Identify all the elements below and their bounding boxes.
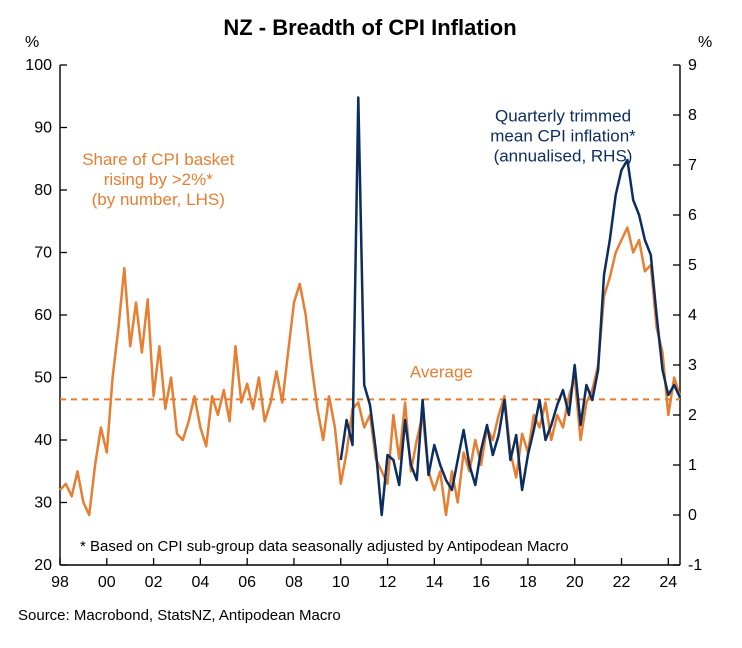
label-trimmed-mean: Quarterly trimmed <box>495 106 631 125</box>
y-right-tick-label: 3 <box>688 357 697 374</box>
label-share-cpi: Share of CPI basket <box>82 150 234 169</box>
y-left-unit: % <box>25 34 39 51</box>
y-right-unit: % <box>698 34 712 51</box>
x-tick-label: 10 <box>332 574 350 591</box>
y-right-tick-label: 7 <box>688 157 697 174</box>
y-right-tick-label: 4 <box>688 307 697 324</box>
x-tick-label: 16 <box>472 574 490 591</box>
y-left-tick-label: 100 <box>25 57 52 74</box>
footnote: * Based on CPI sub-group data seasonally… <box>80 538 569 555</box>
x-tick-label: 98 <box>51 574 69 591</box>
x-tick-label: 12 <box>379 574 397 591</box>
y-right-tick-label: 0 <box>688 507 697 524</box>
label-share-cpi: rising by >2%* <box>104 170 214 189</box>
x-tick-label: 14 <box>425 574 443 591</box>
x-tick-label: 08 <box>285 574 303 591</box>
y-left-tick-label: 90 <box>34 120 52 137</box>
y-right-tick-label: 2 <box>688 407 697 424</box>
x-tick-label: 20 <box>566 574 584 591</box>
y-left-tick-label: 20 <box>34 557 52 574</box>
label-trimmed-mean: (annualised, RHS) <box>494 146 633 165</box>
chart-title: NZ - Breadth of CPI Inflation <box>223 15 516 40</box>
y-right-tick-label: 9 <box>688 57 697 74</box>
y-left-tick-label: 40 <box>34 432 52 449</box>
chart-container: NZ - Breadth of CPI Inflation%%203040506… <box>0 0 742 648</box>
x-tick-label: 06 <box>238 574 256 591</box>
label-share-cpi: (by number, LHS) <box>92 190 225 209</box>
chart-svg: NZ - Breadth of CPI Inflation%%203040506… <box>0 0 742 648</box>
x-tick-label: 00 <box>98 574 116 591</box>
x-tick-label: 18 <box>519 574 537 591</box>
y-left-tick-label: 80 <box>34 182 52 199</box>
y-left-tick-label: 60 <box>34 307 52 324</box>
x-tick-label: 04 <box>191 574 209 591</box>
y-left-tick-label: 50 <box>34 370 52 387</box>
y-left-tick-label: 70 <box>34 245 52 262</box>
y-right-tick-label: 6 <box>688 207 697 224</box>
y-right-tick-label: 1 <box>688 457 697 474</box>
y-right-tick-label: -1 <box>688 557 702 574</box>
x-tick-label: 02 <box>145 574 163 591</box>
x-tick-label: 22 <box>613 574 631 591</box>
label-average: Average <box>410 363 473 382</box>
source-line: Source: Macrobond, StatsNZ, Antipodean M… <box>18 607 341 624</box>
x-tick-label: 24 <box>659 574 677 591</box>
y-left-tick-label: 30 <box>34 495 52 512</box>
y-right-tick-label: 5 <box>688 257 697 274</box>
label-trimmed-mean: mean CPI inflation* <box>490 126 636 145</box>
y-right-tick-label: 8 <box>688 107 697 124</box>
